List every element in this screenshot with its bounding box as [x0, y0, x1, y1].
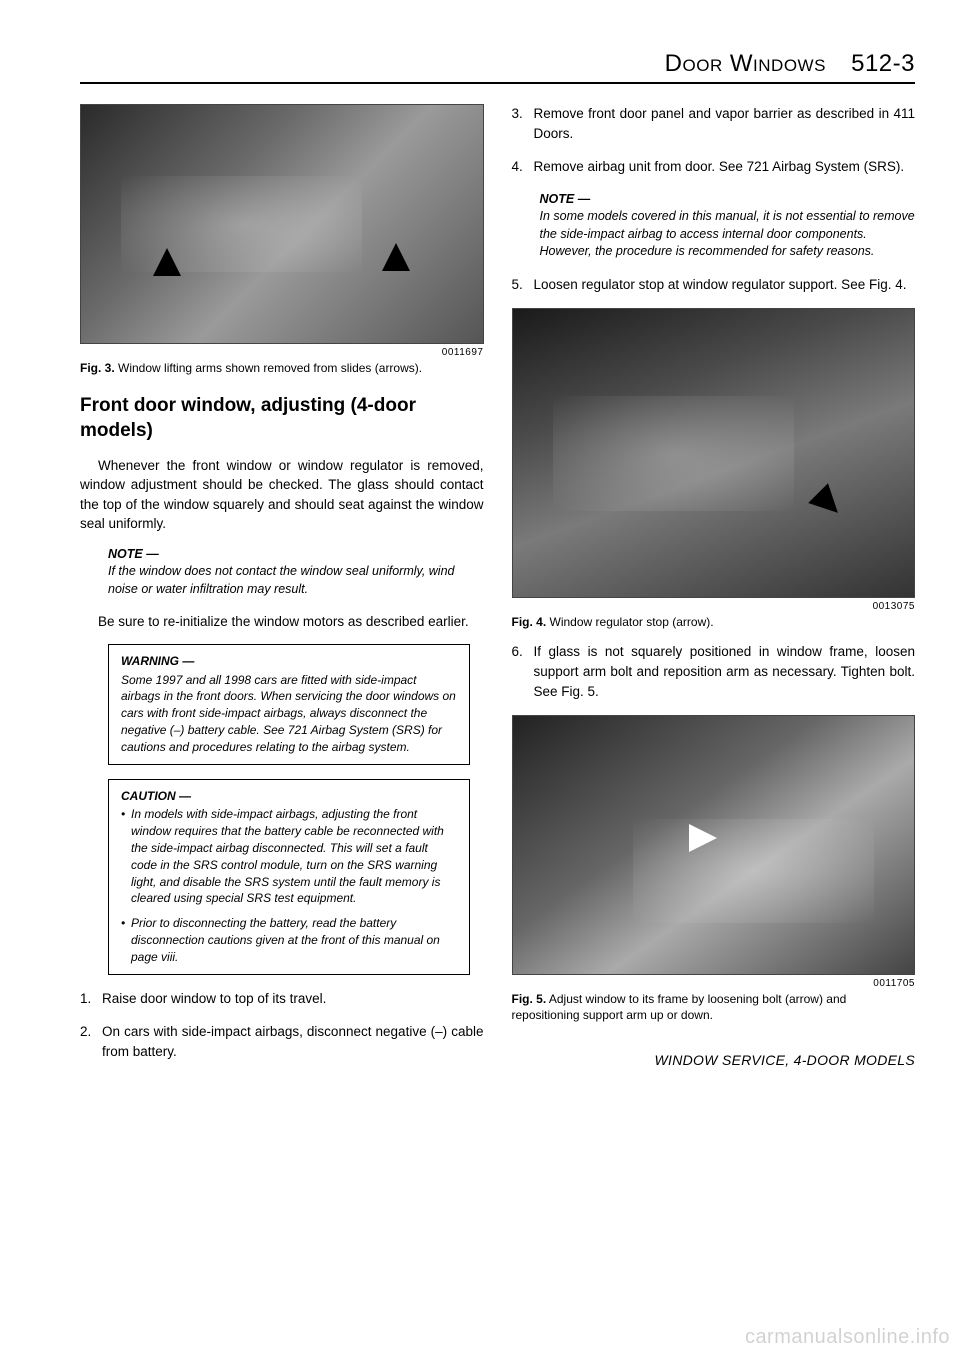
caution-head: CAUTION — [121, 788, 457, 805]
figure-3-label: Fig. 3. [80, 361, 115, 375]
caution-bullet-2: Prior to disconnecting the battery, read… [121, 915, 457, 965]
page-header: Door Windows 512-3 [80, 50, 915, 84]
step-2: On cars with side-impact airbags, discon… [80, 1022, 484, 1061]
step-6: If glass is not squarely positioned in w… [512, 642, 916, 701]
figure-4-caption: Fig. 4. Window regulator stop (arrow). [512, 614, 916, 630]
steps-right-c: If glass is not squarely positioned in w… [512, 642, 916, 701]
warning-body: Some 1997 and all 1998 cars are fitted w… [121, 672, 457, 756]
figure-3-photo [80, 104, 484, 344]
step-1: Raise door window to top of its travel. [80, 989, 484, 1009]
page-number: 512-3 [851, 50, 915, 77]
figure-4-photo [512, 308, 916, 598]
note-2-head: NOTE — [540, 192, 591, 206]
steps-right-b: Loosen regulator stop at window regulato… [512, 275, 916, 295]
figure-4-label: Fig. 4. [512, 615, 547, 629]
steps-left: Raise door window to top of its travel. … [80, 989, 484, 1062]
reinit-paragraph: Be sure to re-initialize the window moto… [80, 612, 484, 632]
intro-paragraph: Whenever the front window or window regu… [80, 456, 484, 534]
figure-4-text: Window regulator stop (arrow). [550, 615, 714, 629]
note-1-head: NOTE — [108, 547, 159, 561]
figure-5-caption: Fig. 5. Adjust window to its frame by lo… [512, 991, 916, 1023]
note-2-body: In some models covered in this manual, i… [540, 209, 915, 258]
note-box-2: NOTE — In some models covered in this ma… [540, 191, 916, 261]
figure-4-imgnum: 0013075 [512, 601, 916, 612]
footer-section-tag: WINDOW SERVICE, 4-DOOR MODELS [512, 1052, 916, 1068]
steps-right-a: Remove front door panel and vapor barrie… [512, 104, 916, 177]
figure-5-text: Adjust window to its frame by loosening … [512, 992, 847, 1022]
section-heading: Front door window, adjusting (4-door mod… [80, 394, 484, 443]
note-1-body: If the window does not contact the windo… [108, 564, 454, 596]
warning-head: WARNING — [121, 653, 457, 670]
note-box-1: NOTE — If the window does not contact th… [108, 546, 484, 599]
title-text: Door Windows [665, 50, 826, 77]
step-4: Remove airbag unit from door. See 721 Ai… [512, 157, 916, 177]
page-title: Door Windows 512-3 [80, 50, 915, 78]
watermark: carmanualsonline.info [745, 1326, 950, 1349]
figure-3-caption: Fig. 3. Window lifting arms shown remove… [80, 360, 484, 376]
figure-5-photo [512, 715, 916, 975]
figure-3-imgnum: 0011697 [80, 347, 484, 358]
warning-box: WARNING — Some 1997 and all 1998 cars ar… [108, 644, 470, 765]
figure-3-text: Window lifting arms shown removed from s… [118, 361, 422, 375]
left-column: 0011697 Fig. 3. Window lifting arms show… [80, 104, 484, 1075]
figure-5-imgnum: 0011705 [512, 978, 916, 989]
right-column: Remove front door panel and vapor barrie… [512, 104, 916, 1075]
step-3: Remove front door panel and vapor barrie… [512, 104, 916, 143]
caution-box: CAUTION — In models with side-impact air… [108, 779, 470, 975]
step-5: Loosen regulator stop at window regulato… [512, 275, 916, 295]
caution-bullet-1: In models with side-impact airbags, adju… [121, 806, 457, 907]
figure-5-label: Fig. 5. [512, 992, 547, 1006]
